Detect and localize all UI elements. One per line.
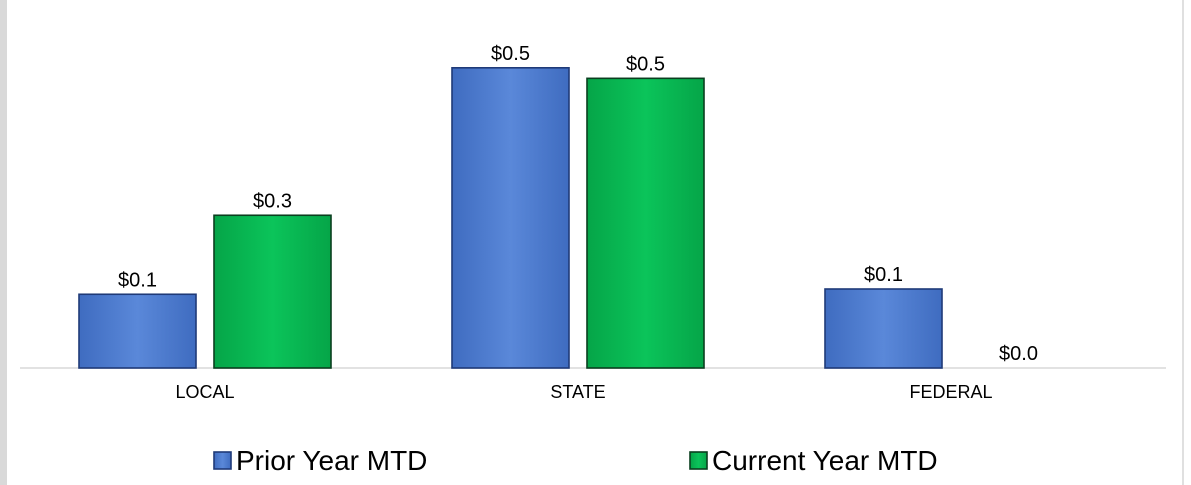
data-label-local-current: $0.3	[253, 190, 292, 212]
category-label-state: STATE	[550, 382, 605, 402]
bar-local-current	[213, 214, 332, 369]
data-labels-group: $0.1 $0.3 $0.5 $0.5 $0.1 $0.0	[118, 43, 1038, 365]
right-border	[1182, 0, 1184, 485]
bars-group	[78, 67, 943, 369]
left-border	[0, 0, 7, 485]
category-label-local: LOCAL	[175, 382, 234, 402]
bar-federal-prior	[824, 288, 943, 369]
legend: Prior Year MTD Current Year MTD	[213, 445, 938, 476]
category-label-federal: FEDERAL	[909, 382, 992, 402]
data-label-state-current: $0.5	[626, 53, 665, 75]
bar-state-prior	[451, 67, 570, 369]
data-label-state-prior: $0.5	[491, 43, 530, 65]
legend-label-prior: Prior Year MTD	[236, 445, 427, 476]
bar-local-prior	[78, 293, 197, 369]
data-label-federal-prior: $0.1	[864, 264, 903, 286]
data-label-local-prior: $0.1	[118, 269, 157, 291]
legend-swatch-current	[689, 451, 708, 470]
data-label-federal-current: $0.0	[999, 343, 1038, 365]
category-labels-group: LOCAL STATE FEDERAL	[175, 382, 992, 402]
legend-label-current: Current Year MTD	[712, 445, 938, 476]
legend-swatch-prior	[213, 451, 232, 470]
bar-state-current	[586, 77, 705, 369]
